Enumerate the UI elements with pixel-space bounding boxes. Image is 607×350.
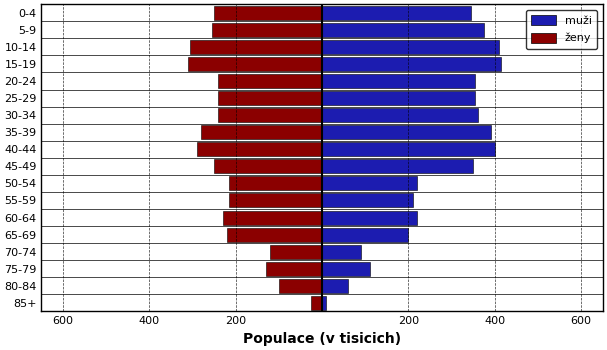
X-axis label: Populace (v tisicich): Populace (v tisicich) [243,332,401,346]
Bar [270,245,322,259]
Bar [322,23,484,37]
Bar [322,57,501,71]
Bar [201,125,322,139]
Bar [311,296,322,310]
Bar [212,23,322,37]
Bar [279,279,322,293]
Bar [229,176,322,190]
Bar [219,74,322,88]
Bar [197,142,322,156]
Bar [322,211,417,225]
Bar [322,142,495,156]
Bar [223,211,322,225]
Bar [322,262,370,276]
Bar [191,40,322,54]
Bar [214,6,322,20]
Bar [322,74,475,88]
Bar [322,176,417,190]
Bar [322,40,499,54]
Bar [219,108,322,122]
Legend: muži, ženy: muži, ženy [526,10,597,49]
Bar [322,228,409,241]
Bar [219,91,322,105]
Bar [266,262,322,276]
Bar [322,6,471,20]
Bar [322,296,327,310]
Bar [188,57,322,71]
Bar [227,228,322,241]
Bar [322,108,478,122]
Bar [322,245,361,259]
Bar [229,194,322,208]
Bar [214,159,322,173]
Bar [322,91,475,105]
Bar [322,279,348,293]
Bar [322,194,413,208]
Bar [322,159,473,173]
Bar [322,125,490,139]
